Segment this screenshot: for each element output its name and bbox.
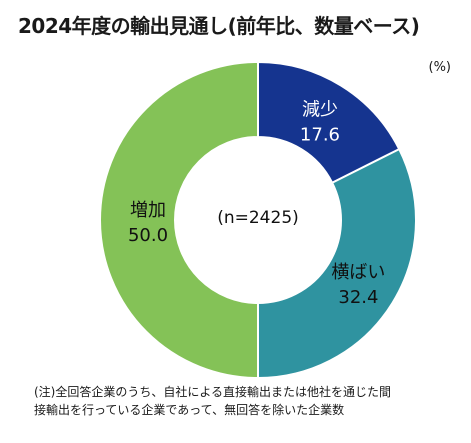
slice-label-3: 増加 <box>130 200 166 221</box>
donut-slices <box>99 60 417 380</box>
center-label: (n=2425) <box>217 208 299 228</box>
slice-label-1: 減少 <box>302 100 338 121</box>
footnote-line-1: (注)全回答企業のうち、自社による直接輸出または他社を通じた間 <box>34 385 392 399</box>
unit-label: (%) <box>428 60 452 75</box>
chart-title: 2024年度の輸出見通し(前年比、数量ベース) <box>18 14 420 38</box>
footnote-line-2: 接輸出を行っている企業であって、無回答を除いた企業数 <box>34 403 345 417</box>
footnote: (注)全回答企業のうち、自社による直接輸出または他社を通じた間 接輸出を行ってい… <box>34 383 464 419</box>
slice-labels: 減少 17.6 横ばい 32.4 増加 50.0 <box>128 100 385 308</box>
slice-value-2: 32.4 <box>338 287 378 308</box>
slice-3 <box>99 60 259 380</box>
slice-value-1: 17.6 <box>300 125 340 146</box>
slice-value-3: 50.0 <box>128 225 168 246</box>
slice-2 <box>257 147 417 380</box>
slice-label-2: 横ばい <box>331 262 385 283</box>
